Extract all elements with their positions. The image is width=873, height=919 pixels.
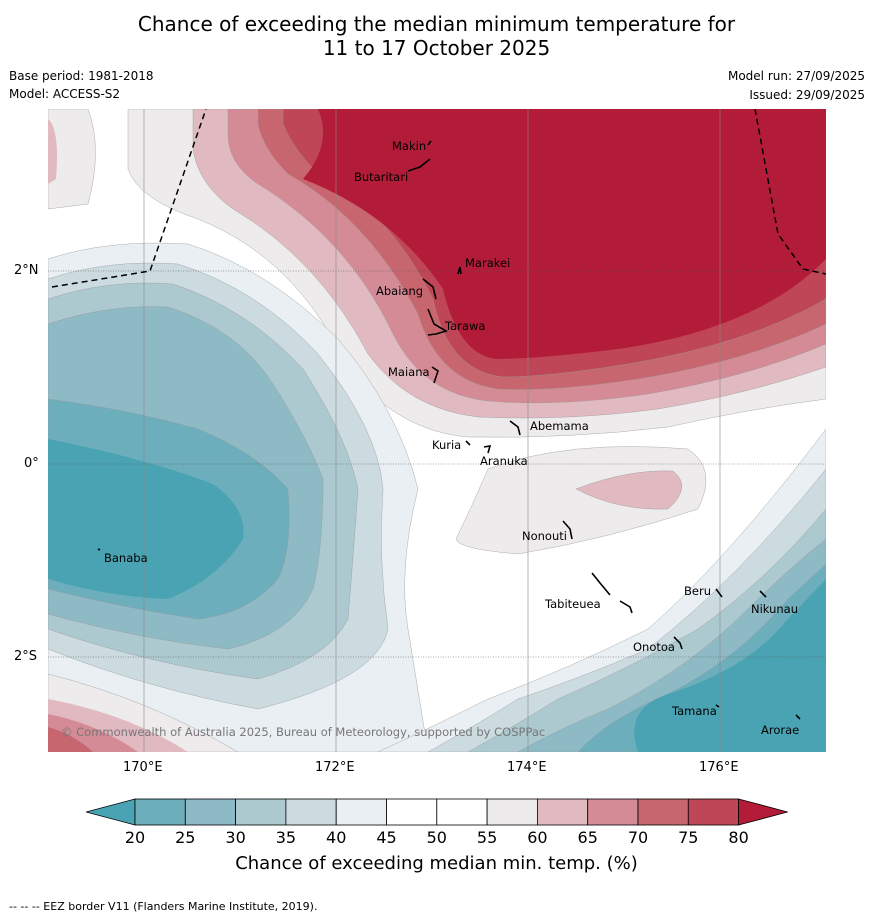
colorbar-tick-label: 65 [577,828,598,847]
colorbar-cell [486,798,538,826]
label-nonouti: Nonouti [522,529,567,543]
gridlines [143,109,721,752]
colorbar-tick-label: 20 [124,828,146,847]
contour-60-topleft [48,119,57,184]
eez-border-east [754,109,826,275]
island-onotoa [673,636,683,650]
lat-label-2s: 2°S [14,649,38,664]
island-banaba [97,548,101,551]
colorbar-cell [386,798,438,826]
contour-20-br [634,579,826,752]
island-marakei [457,266,462,275]
label-abaiang: Abaiang [376,284,423,298]
label-onotoa: Onotoa [633,640,675,654]
colorbar-tick-label: 40 [326,828,347,847]
colorbar-tick-label: 80 [728,828,749,847]
colorbar-cell [235,798,287,826]
lon-label-176e: 176°E [699,760,739,775]
colorbar-tick-label: 45 [376,828,397,847]
colorbar-cell [285,798,337,826]
colorbar-cell [587,798,639,826]
contour-55-topleft [48,109,96,210]
forecast-map: Makin Butaritari Marakei Abaiang Tarawa … [48,109,826,752]
island-abemama [509,420,521,436]
lon-label-172e: 172°E [315,760,355,775]
model-name: Model: ACCESS-S2 [9,87,121,101]
colorbar-cell [637,798,689,826]
label-butaritari: Butaritari [354,170,408,184]
island-butaritari [407,158,431,172]
map-title-line1: Chance of exceeding the median minimum t… [137,12,736,36]
label-kuria: Kuria [432,438,461,452]
copyright-notice: © Commonwealth of Australia 2025, Bureau… [61,725,545,739]
colorbar-cell [687,798,739,826]
label-marakei: Marakei [465,256,510,270]
colorbar-title: Chance of exceeding median min. temp. (%… [235,853,638,874]
label-aranuka: Aranuka [480,454,528,468]
island-nonouti [562,520,573,540]
map-title-line2: 11 to 17 October 2025 [322,36,551,60]
label-beru: Beru [684,584,711,598]
label-abemama: Abemama [530,419,589,433]
label-tarawa: Tarawa [444,319,485,333]
colorbar-tick-label: 35 [275,828,297,847]
base-period: Base period: 1981-2018 [9,69,154,83]
lat-label-2n: 2°N [14,263,39,278]
colorbar-extend-low [86,798,136,826]
colorbar-cell [436,798,488,826]
contour-20 [48,439,244,599]
colorbar-tick-label: 55 [476,828,498,847]
colorbar-cell [335,798,387,826]
eez-border [51,109,826,288]
island-beru [715,588,723,598]
colorbar-tick-label: 25 [175,828,196,847]
island-nikunau [759,590,767,598]
label-banaba: Banaba [104,551,148,565]
colorbar-cell [536,798,589,826]
island-kuria [465,440,471,446]
island-abaiang [422,278,437,300]
island-makin [427,140,432,146]
label-arorae: Arorae [761,723,799,737]
lat-label-0: 0° [24,456,39,471]
colorbar-tick-label: 70 [627,828,649,847]
lat-gridlines [48,270,826,658]
model-run: Model run: 27/09/2025 [727,69,865,83]
colorbar-extend-high [738,798,788,826]
contour-80 [303,109,826,359]
lon-label-170e: 170°E [123,760,163,775]
lon-label-174e: 174°E [507,760,547,775]
label-maiana: Maiana [388,365,430,379]
colorbar-tick-label: 30 [225,828,246,847]
label-tabiteuea: Tabiteuea [544,597,601,611]
island-tabiteuea [591,572,633,614]
colorbar-tick-label: 75 [678,828,699,847]
label-nikunau: Nikunau [751,602,798,616]
issued-date: Issued: 29/09/2025 [749,88,865,102]
colorbar-cell [184,798,237,826]
islands [97,140,801,720]
colorbar-tick-label: 60 [527,828,548,847]
contour-60-south [575,470,682,510]
island-maiana [431,366,439,384]
label-tamana: Tamana [671,704,717,718]
eez-border-west [51,109,207,288]
colorbar-tick-label: 50 [426,828,447,847]
place-labels: Makin Butaritari Marakei Abaiang Tarawa … [104,139,799,737]
colorbar-cell [134,798,186,826]
colorbar [86,798,788,826]
label-makin: Makin [392,139,426,153]
island-tamana [715,704,720,708]
eez-border-note: -- -- -- EEZ border V11 (Flanders Marine… [9,900,318,913]
island-arorae [795,714,801,720]
island-aranuka [483,445,492,454]
contour-70-bottomleft [48,727,93,752]
island-tarawa [427,308,448,336]
